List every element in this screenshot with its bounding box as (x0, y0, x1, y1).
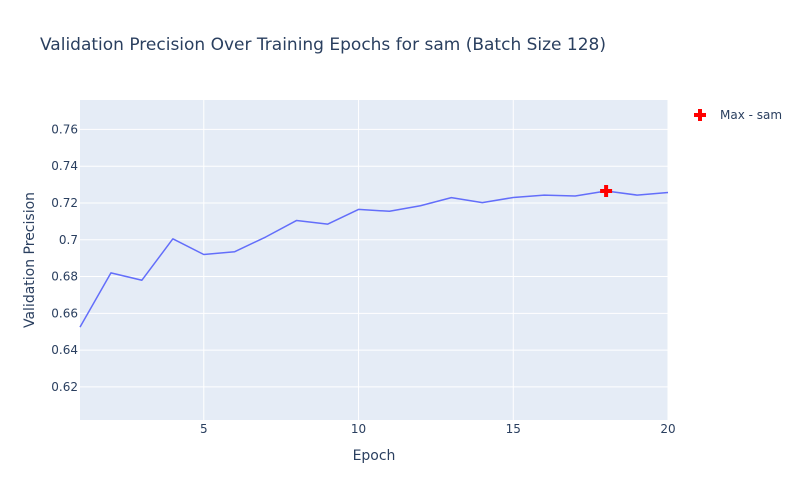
x-tick-label: 20 (660, 422, 675, 436)
chart-title: Validation Precision Over Training Epoch… (40, 35, 606, 55)
max-marker-cross-icon (600, 185, 613, 198)
legend[interactable]: Max - sam (694, 108, 782, 122)
max-marker (600, 185, 613, 198)
y-tick-label: 0.66 (51, 306, 78, 320)
y-tick-label: 0.68 (51, 270, 78, 284)
y-tick-label: 0.76 (51, 122, 78, 136)
y-axis-title: Validation Precision (22, 192, 38, 328)
y-tick-label: 0.7 (59, 233, 78, 247)
grid (80, 100, 669, 420)
series-layer (79, 185, 669, 328)
x-axis-title: Epoch (353, 448, 396, 464)
y-axis-ticks: 0.62 0.64 0.66 0.68 0.7 0.72 0.74 0.76 (51, 122, 78, 393)
x-axis-ticks: 5 10 15 20 (200, 422, 676, 436)
x-tick-label: 10 (351, 422, 366, 436)
series-line (79, 190, 669, 328)
y-tick-label: 0.72 (51, 196, 78, 210)
y-tick-label: 0.74 (51, 159, 78, 173)
x-tick-label: 5 (200, 422, 208, 436)
legend-label: Max - sam (720, 108, 782, 122)
x-tick-label: 15 (506, 422, 521, 436)
plot-area (80, 100, 668, 420)
y-tick-label: 0.64 (51, 343, 78, 357)
legend-cross-icon (694, 109, 706, 121)
y-tick-label: 0.62 (51, 380, 78, 394)
